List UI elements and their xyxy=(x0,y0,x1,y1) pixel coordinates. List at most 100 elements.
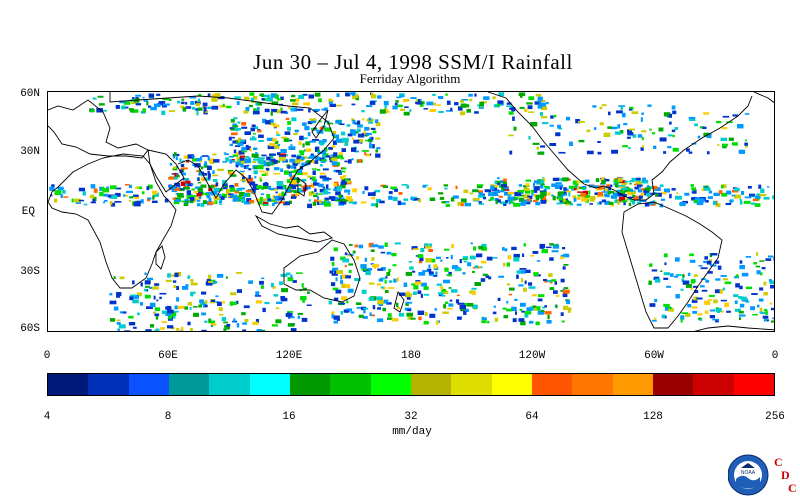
rain-cell xyxy=(200,166,204,170)
rain-cell xyxy=(168,110,176,112)
rain-cell xyxy=(444,248,450,251)
rain-cell xyxy=(558,196,563,202)
rain-cell xyxy=(302,188,307,192)
rain-cell xyxy=(721,185,724,189)
rain-cell xyxy=(266,137,273,141)
rain-cell xyxy=(266,194,271,199)
rain-cell xyxy=(235,164,239,168)
rain-cell xyxy=(309,177,313,180)
rain-cell xyxy=(130,109,134,113)
rain-cell xyxy=(201,155,209,157)
rain-cell xyxy=(509,287,515,291)
rain-cell xyxy=(364,257,367,262)
rain-cell xyxy=(174,305,179,310)
rain-cell xyxy=(286,179,291,184)
rain-cell xyxy=(254,153,259,158)
rain-cell xyxy=(300,185,306,188)
rain-cell xyxy=(287,312,290,316)
rain-cell xyxy=(663,303,670,307)
rain-cell xyxy=(148,184,153,189)
rain-cell xyxy=(663,151,667,154)
rain-cell xyxy=(362,118,365,121)
rain-cell xyxy=(374,189,381,193)
rain-cell xyxy=(340,170,346,173)
rain-cell xyxy=(302,298,305,303)
rain-cell xyxy=(195,186,201,189)
rain-cell xyxy=(468,93,473,97)
rain-cell xyxy=(352,250,356,254)
rain-cell xyxy=(546,320,552,324)
rain-cell xyxy=(295,129,298,133)
rain-cell xyxy=(220,196,225,200)
rain-cell xyxy=(731,194,736,197)
rain-cell xyxy=(269,119,274,124)
rain-cell xyxy=(236,101,240,105)
rain-cell xyxy=(568,201,572,204)
rain-cell xyxy=(769,302,773,305)
rain-cell xyxy=(128,315,134,319)
rain-cell xyxy=(671,188,676,191)
rain-cell xyxy=(496,103,500,107)
rain-cell xyxy=(691,187,696,191)
rain-cell xyxy=(558,151,566,154)
rain-cell xyxy=(726,121,734,123)
rain-cell xyxy=(414,281,422,285)
rain-cell xyxy=(153,295,156,300)
rain-cell xyxy=(129,296,134,301)
rain-cell xyxy=(722,143,728,147)
rain-cell xyxy=(515,311,517,315)
rain-cell xyxy=(647,186,651,192)
rain-cell xyxy=(648,192,655,195)
rain-cell xyxy=(525,179,531,182)
rain-cell xyxy=(214,93,221,98)
rain-cell xyxy=(236,195,243,200)
rain-cell xyxy=(265,167,270,171)
rain-cell xyxy=(642,144,645,148)
rain-cell xyxy=(738,314,746,317)
rain-cell xyxy=(367,139,373,142)
rain-cell xyxy=(608,201,614,205)
rain-cell xyxy=(445,93,448,96)
rain-cell xyxy=(314,188,317,192)
rain-cell xyxy=(520,202,526,206)
rain-cell xyxy=(241,122,247,126)
rain-cell xyxy=(150,324,155,328)
rain-cell xyxy=(370,92,374,96)
rain-cell xyxy=(753,262,757,265)
rain-cell xyxy=(309,118,317,121)
rain-cell xyxy=(533,186,540,191)
rain-cell xyxy=(203,177,208,179)
rain-cell xyxy=(724,302,729,308)
rain-cell xyxy=(208,198,212,203)
rain-cell xyxy=(396,277,399,282)
rain-cell xyxy=(176,174,180,178)
rain-cell xyxy=(523,243,526,247)
rain-cell xyxy=(448,303,454,307)
rain-cell xyxy=(739,198,742,201)
rain-cell xyxy=(618,196,625,202)
rain-cell xyxy=(444,201,450,203)
rain-cell xyxy=(478,192,483,196)
colorbar-swatch xyxy=(652,374,694,395)
rain-cell xyxy=(708,259,712,262)
rain-cell xyxy=(272,286,276,289)
rain-cell xyxy=(455,185,458,190)
rain-cell xyxy=(191,155,195,158)
rain-cell xyxy=(655,193,659,197)
rain-cell xyxy=(97,95,104,98)
rain-cell xyxy=(301,162,304,167)
rain-cell xyxy=(309,155,317,159)
rain-cell xyxy=(654,187,661,191)
rain-cell xyxy=(285,188,291,192)
rain-cell xyxy=(452,195,459,199)
rain-cell xyxy=(508,111,514,115)
rain-cell xyxy=(375,122,381,127)
rain-cell xyxy=(472,189,479,193)
rain-cell xyxy=(481,320,487,324)
rain-cell xyxy=(684,192,690,196)
rain-cell xyxy=(647,192,651,198)
rain-cell xyxy=(288,316,291,319)
rain-cell xyxy=(154,313,160,317)
rain-cell xyxy=(763,308,768,312)
rain-cell xyxy=(291,186,296,190)
